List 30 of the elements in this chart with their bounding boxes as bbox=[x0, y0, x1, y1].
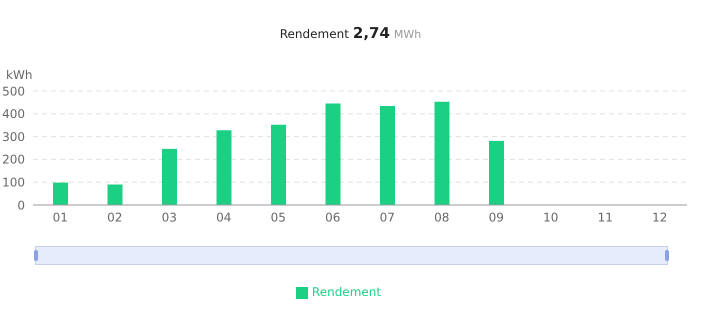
chart-title: Rendement 2,74 MWh bbox=[280, 24, 422, 42]
y-axis-title: kWh bbox=[6, 68, 32, 82]
x-tick-label: 12 bbox=[652, 210, 668, 225]
x-tick-label: 07 bbox=[380, 210, 395, 225]
bar bbox=[216, 130, 232, 205]
bar bbox=[108, 184, 122, 205]
bar bbox=[489, 140, 504, 205]
x-tick-label: 03 bbox=[162, 210, 177, 225]
bar bbox=[271, 124, 286, 205]
x-tick-label: 10 bbox=[543, 210, 558, 225]
y-tick-label: 500 bbox=[2, 84, 25, 98]
x-tick-label: 01 bbox=[52, 210, 68, 225]
y-tick-label: 0 bbox=[17, 198, 25, 212]
bar bbox=[162, 148, 177, 205]
x-tick-label: 11 bbox=[598, 210, 613, 225]
bar bbox=[53, 182, 68, 205]
y-tick-label: 300 bbox=[2, 130, 25, 144]
x-tick-label: 02 bbox=[107, 210, 122, 225]
x-tick-label: 04 bbox=[216, 210, 232, 225]
bar bbox=[380, 106, 395, 205]
bar bbox=[434, 102, 450, 205]
x-tick-label: 09 bbox=[488, 210, 504, 225]
y-tick-label: 400 bbox=[2, 107, 25, 122]
legend-label: Rendement bbox=[312, 285, 382, 299]
bar bbox=[326, 104, 340, 205]
x-tick-label: 05 bbox=[270, 210, 286, 225]
y-tick-label: 200 bbox=[2, 152, 25, 167]
y-tick-label: 100 bbox=[2, 175, 25, 190]
x-tick-label: 06 bbox=[325, 210, 340, 225]
x-tick-label: 08 bbox=[434, 210, 450, 225]
